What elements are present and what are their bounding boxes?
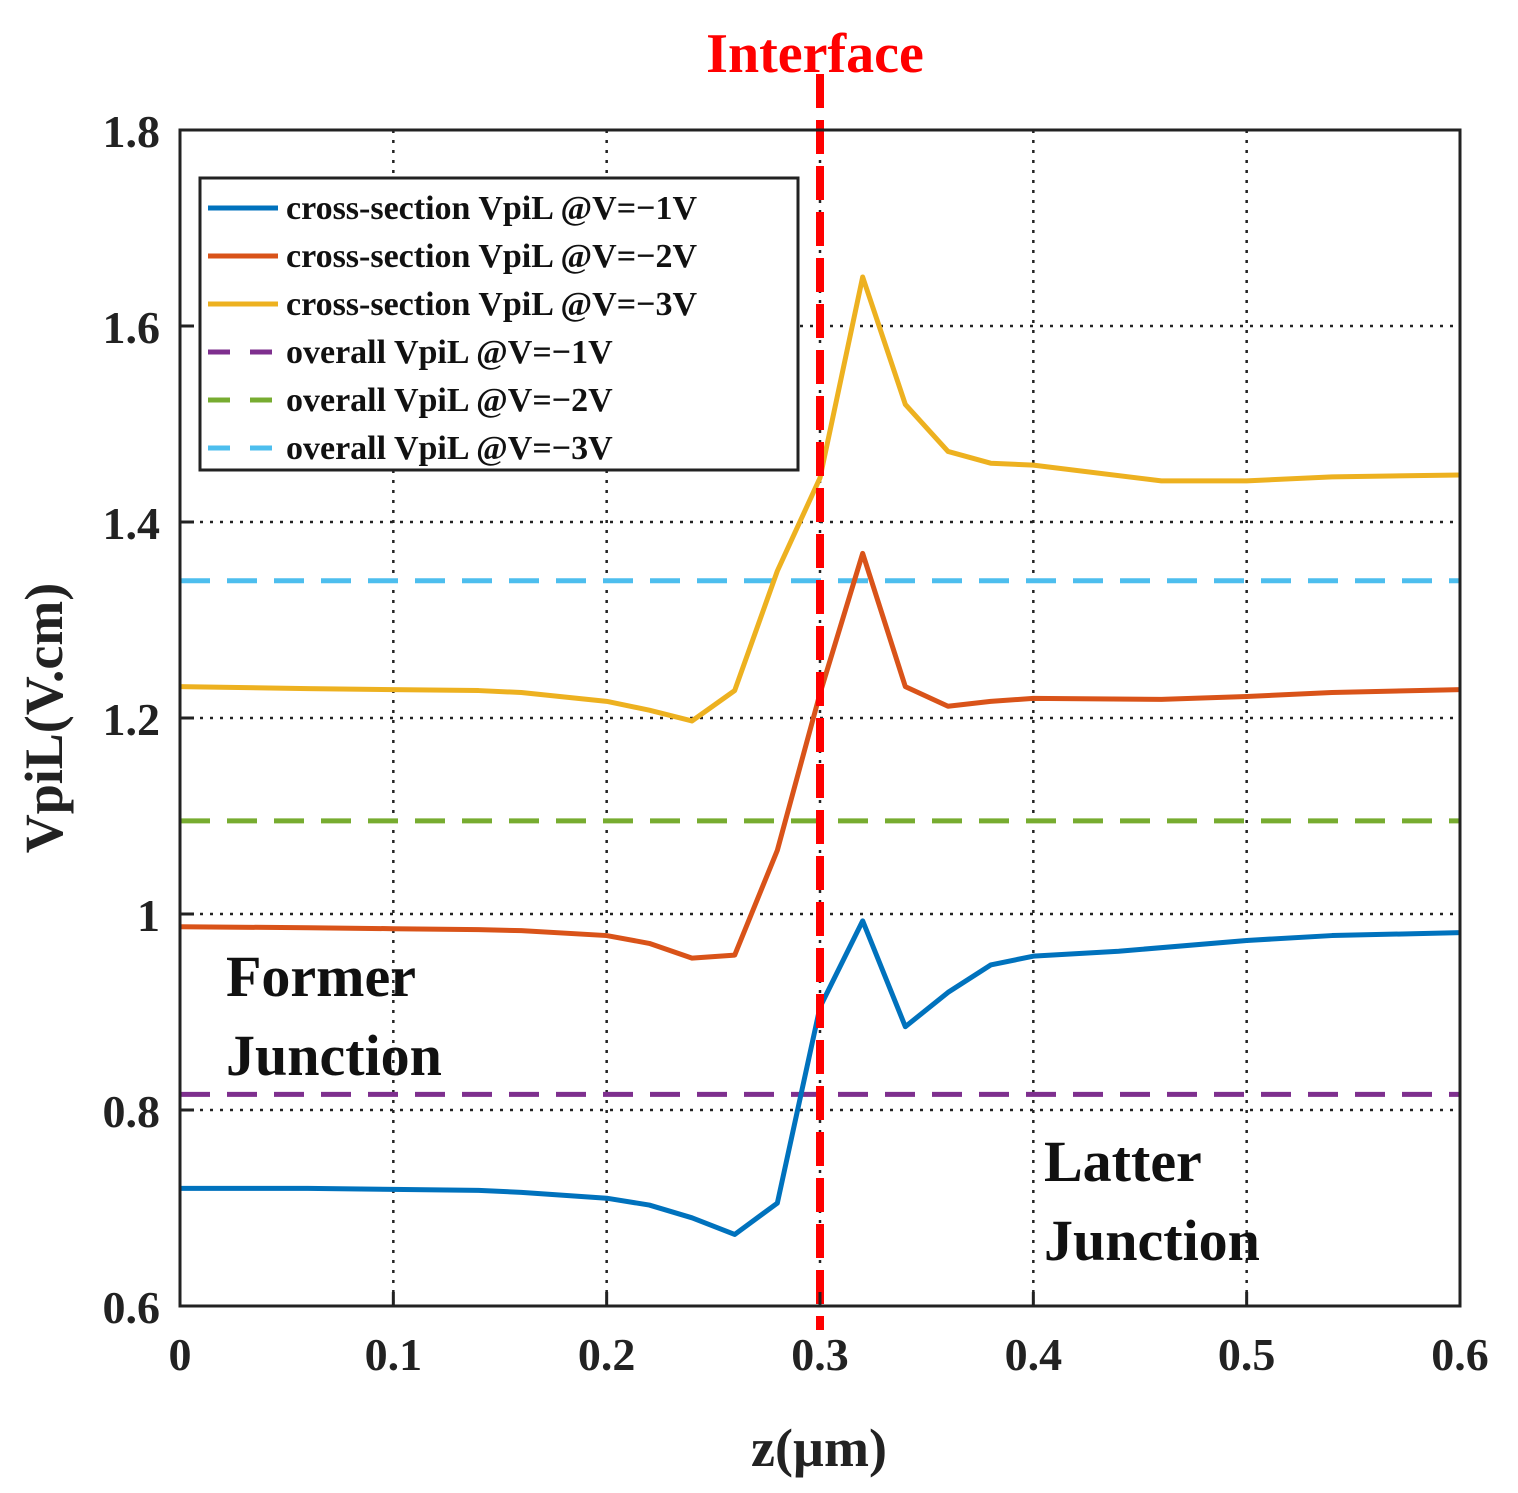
legend-box [198,176,800,472]
series-line-1 [180,918,1461,1237]
legend-label-5: overall VpiL @V=−2V [286,382,613,419]
x-tick-label: 0.2 [578,1329,636,1380]
latter-junction-label-line1: Latter [1044,1129,1202,1194]
x-tick-label: 0.6 [1431,1329,1489,1380]
legend-label-2: cross-section VpiL @V=−2V [286,238,697,275]
y-axis-label: VpiL(V.cm) [14,583,74,854]
legend: cross-section VpiL @V=−1V cross-section V… [198,176,800,472]
interface-label: Interface [706,23,924,85]
tick-layer: 0 0.1 0.2 0.3 0.4 0.5 0.6 0.6 0.8 1 1.2 1.4 1.6 1.8 [103,106,1489,1380]
x-tick-label: 0.5 [1218,1329,1276,1380]
y-tick-label: 1.4 [103,498,161,549]
legend-label-6: overall VpiL @V=−3V [286,430,613,467]
x-tick-label: 0.4 [1005,1329,1063,1380]
x-tick-label: 0.1 [365,1329,423,1380]
y-tick-label: 1 [137,890,160,941]
series-layer [179,274,1461,1237]
legend-items: cross-section VpiL @V=−1V cross-section V… [208,190,697,467]
legend-label-4: overall VpiL @V=−1V [286,334,613,371]
y-tick-label: 0.6 [103,1282,161,1333]
y-tick-label: 1.8 [103,106,161,157]
former-junction-label-line1: Former [226,944,416,1009]
y-tick-label: 1.2 [103,694,161,745]
former-junction-label-line2: Junction [226,1023,442,1088]
series-line-2 [179,550,1461,961]
series-line-3 [179,274,1461,724]
y-tick-label: 0.8 [103,1086,161,1137]
x-axis-label: z(µm) [751,1418,887,1478]
legend-label-3: cross-section VpiL @V=−3V [286,286,697,323]
legend-label-1: cross-section VpiL @V=−1V [286,190,697,227]
x-tick-label: 0.3 [791,1329,849,1380]
y-tick-label: 1.6 [103,302,161,353]
latter-junction-label-line2: Junction [1044,1208,1260,1273]
x-tick-label: 0 [169,1329,192,1380]
